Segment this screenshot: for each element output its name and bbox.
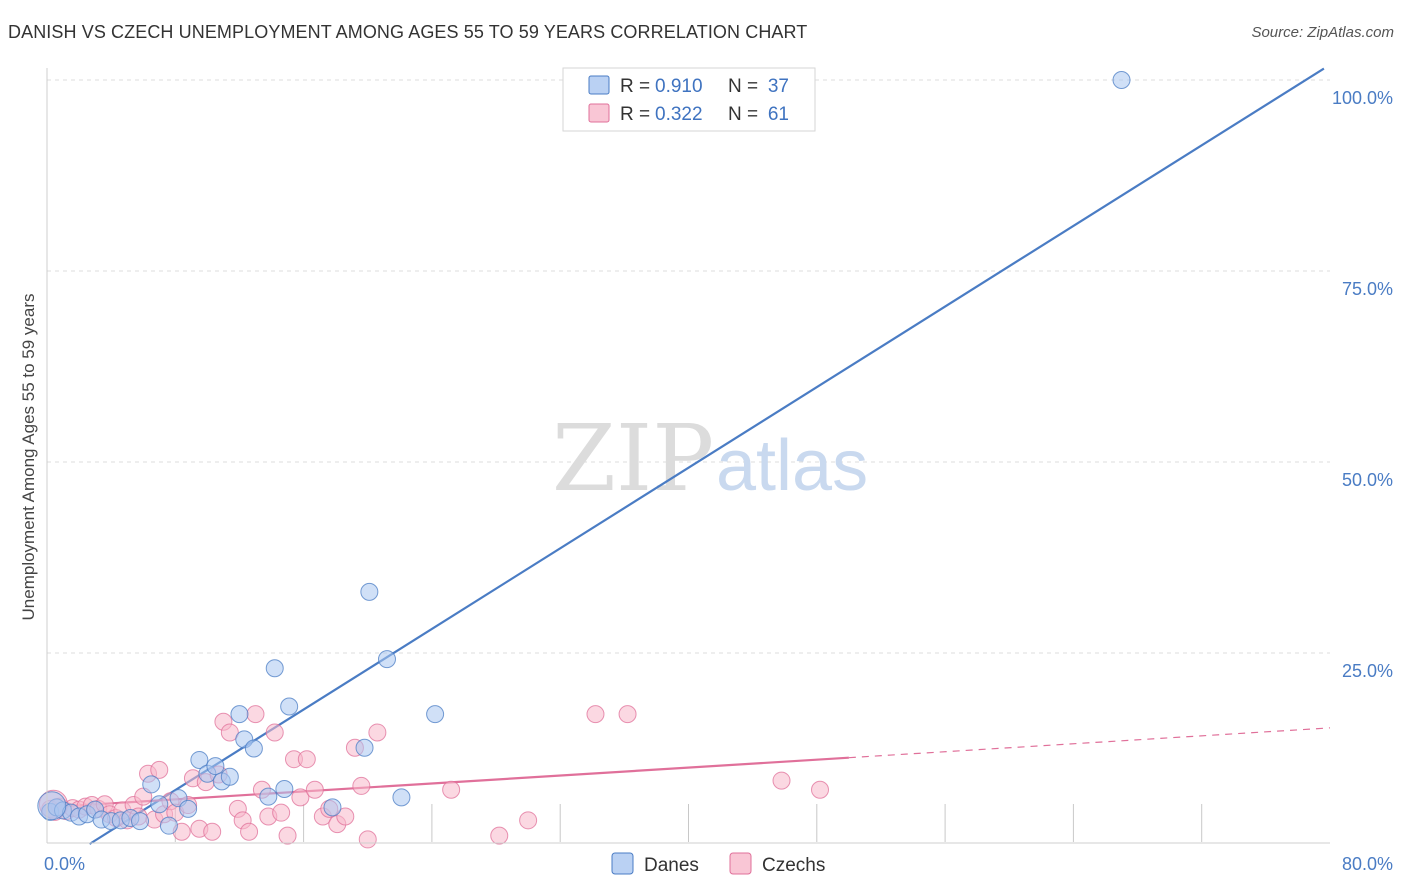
point-czechs: [519, 811, 538, 830]
watermark-zip: ZIP: [552, 405, 714, 512]
legend-swatch-czechs: [588, 103, 610, 123]
legend-r-label: R =: [620, 76, 650, 97]
y-tick-label: 25.0%: [1342, 661, 1393, 681]
watermark-atlas: atlas: [716, 426, 868, 506]
point-danes: [150, 795, 169, 814]
point-czechs: [442, 780, 461, 799]
x-tick-label: 80.0%: [1342, 854, 1393, 874]
point-danes: [1112, 71, 1131, 89]
y-tick-label: 100.0%: [1332, 88, 1393, 108]
point-czechs: [358, 830, 377, 849]
point-czechs: [203, 822, 222, 841]
legend-n-value: 37: [768, 76, 789, 97]
point-danes: [159, 816, 178, 835]
data-points: [37, 71, 1131, 849]
legend-n-label: N =: [728, 76, 758, 97]
y-tick-label: 50.0%: [1342, 470, 1393, 490]
legend-swatch-danes: [588, 75, 610, 95]
point-danes: [426, 705, 445, 724]
point-danes: [131, 812, 150, 831]
legend-r-label: R =: [620, 104, 650, 125]
point-czechs: [297, 750, 316, 769]
point-danes: [244, 739, 263, 758]
legend-n-label: N =: [728, 104, 758, 125]
point-czechs: [278, 826, 297, 845]
point-czechs: [618, 705, 637, 724]
bottom-legend-swatch-czechs: [729, 852, 752, 875]
point-danes: [206, 757, 225, 776]
point-danes: [360, 582, 379, 601]
point-czechs: [811, 780, 830, 799]
point-czechs: [352, 776, 371, 795]
point-danes: [275, 779, 294, 798]
trend-line-extension-czechs: [848, 727, 1331, 759]
point-czechs: [150, 760, 169, 779]
point-czechs: [291, 788, 310, 807]
point-danes: [142, 775, 161, 794]
point-danes: [323, 798, 342, 817]
point-czechs: [265, 723, 284, 742]
point-danes: [265, 659, 284, 678]
bottom-legend: Danes Czechs: [611, 852, 825, 876]
bottom-legend-label-danes: Danes: [644, 855, 699, 876]
point-danes: [392, 788, 411, 807]
point-danes: [280, 697, 299, 716]
point-czechs: [586, 705, 605, 724]
point-czechs: [272, 803, 291, 822]
point-czechs: [305, 780, 324, 799]
bottom-legend-swatch-danes: [611, 852, 634, 875]
point-danes: [377, 650, 396, 669]
x-tick-label: 0.0%: [44, 854, 85, 874]
axes: 25.0% 50.0% 75.0% 100.0% 0.0% 80.0% Unemployme…: [19, 68, 1393, 874]
point-danes: [355, 738, 374, 757]
y-tick-label: 75.0%: [1342, 279, 1393, 299]
legend-r-value: 0.910: [655, 76, 703, 97]
point-danes: [37, 791, 67, 821]
point-czechs: [246, 705, 265, 724]
point-czechs: [490, 826, 509, 845]
point-czechs: [772, 771, 791, 790]
y-axis-label: Unemployment Among Ages 55 to 59 years: [19, 294, 38, 621]
point-danes: [220, 767, 239, 786]
point-danes: [259, 787, 278, 806]
bottom-legend-label-czechs: Czechs: [762, 855, 825, 876]
point-czechs: [336, 807, 355, 826]
point-danes: [179, 799, 198, 818]
legend-n-value: 61: [768, 104, 789, 125]
legend: R = 0.910 N = 37 R = 0.322 N = 61: [562, 67, 816, 132]
point-czechs: [368, 723, 387, 742]
chart-source: Source: ZipAtlas.com: [1251, 24, 1394, 41]
point-danes: [230, 705, 249, 724]
point-czechs: [220, 723, 239, 742]
legend-r-value: 0.322: [655, 104, 703, 125]
chart-title: DANISH VS CZECH UNEMPLOYMENT AMONG AGES …: [8, 22, 808, 42]
point-danes: [190, 750, 209, 769]
point-czechs: [240, 822, 259, 841]
watermark: ZIP atlas: [552, 405, 868, 512]
trend-line-danes: [88, 67, 1325, 845]
